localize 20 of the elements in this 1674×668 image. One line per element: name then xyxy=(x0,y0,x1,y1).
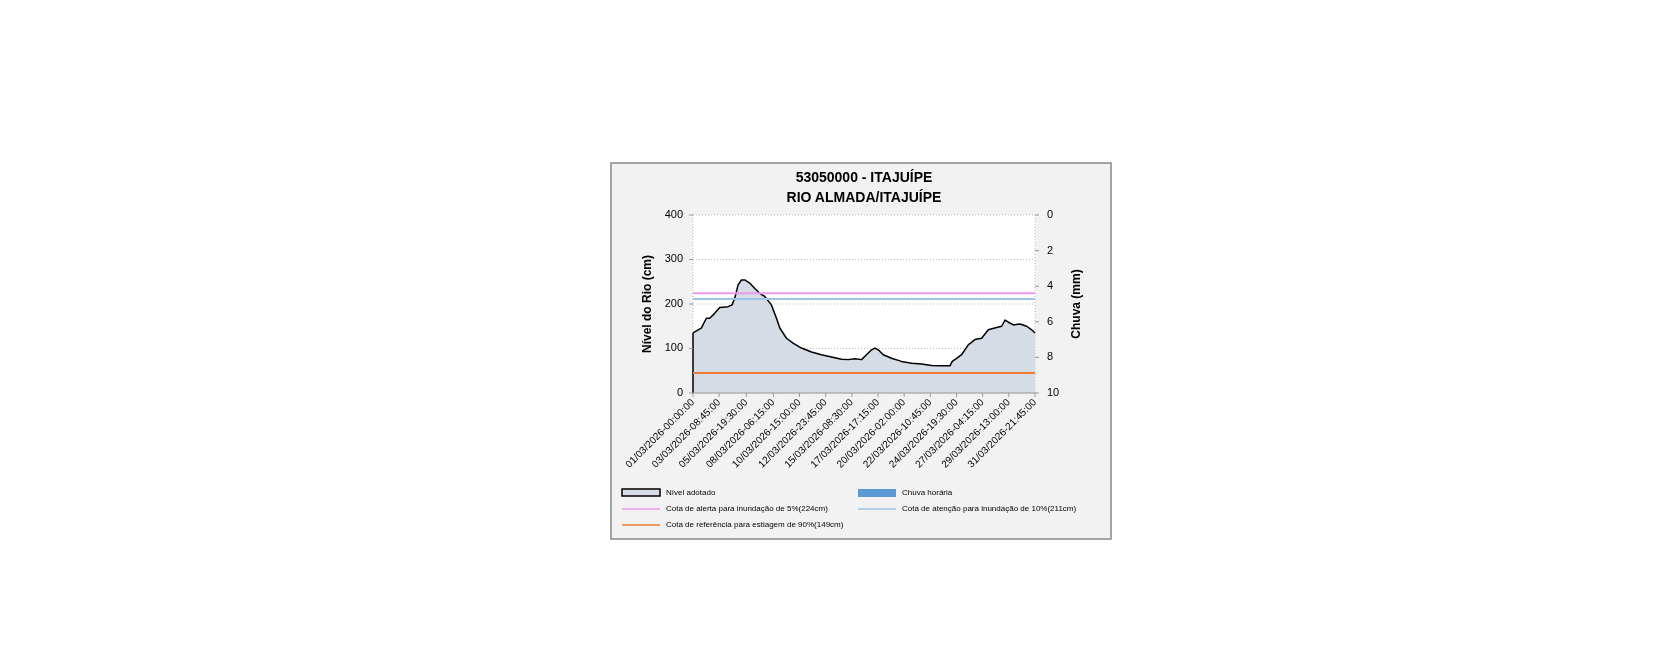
y2-tick-label: 2 xyxy=(1047,243,1054,256)
legend-label: Cota de referência para estiagem de 90%(149cm) xyxy=(666,520,844,530)
y-tick-label: 300 xyxy=(664,252,683,265)
y2-tick-label: 4 xyxy=(1047,279,1054,292)
y-axis-title: Nível do Rio (cm) xyxy=(640,254,654,354)
legend-label: Nível adotado xyxy=(666,488,716,498)
y2-axis-title: Chuva (mm) xyxy=(1069,269,1083,339)
legend-label: Cota de atenção para inundação de 10%(211cm) xyxy=(902,504,1077,514)
y-tick-label: 0 xyxy=(676,385,683,398)
y2-tick-label: 6 xyxy=(1047,314,1054,327)
y2-tick-label: 0 xyxy=(1047,207,1054,220)
legend-label: Chuva horária xyxy=(902,488,953,498)
y-tick-label: 200 xyxy=(664,296,683,309)
chart-title: 53050000 - ITAJUÍPE xyxy=(795,169,933,185)
y2-tick-label: 8 xyxy=(1047,350,1054,363)
legend-label: Cota de alerta para inundação de 5%(224cm) xyxy=(666,504,829,514)
chart-subtitle: RIO ALMADA/ITAJUÍPE xyxy=(786,189,942,205)
y-tick-label: 400 xyxy=(664,207,683,220)
y-tick-label: 100 xyxy=(664,341,683,354)
y2-tick-label: 10 xyxy=(1047,385,1060,398)
